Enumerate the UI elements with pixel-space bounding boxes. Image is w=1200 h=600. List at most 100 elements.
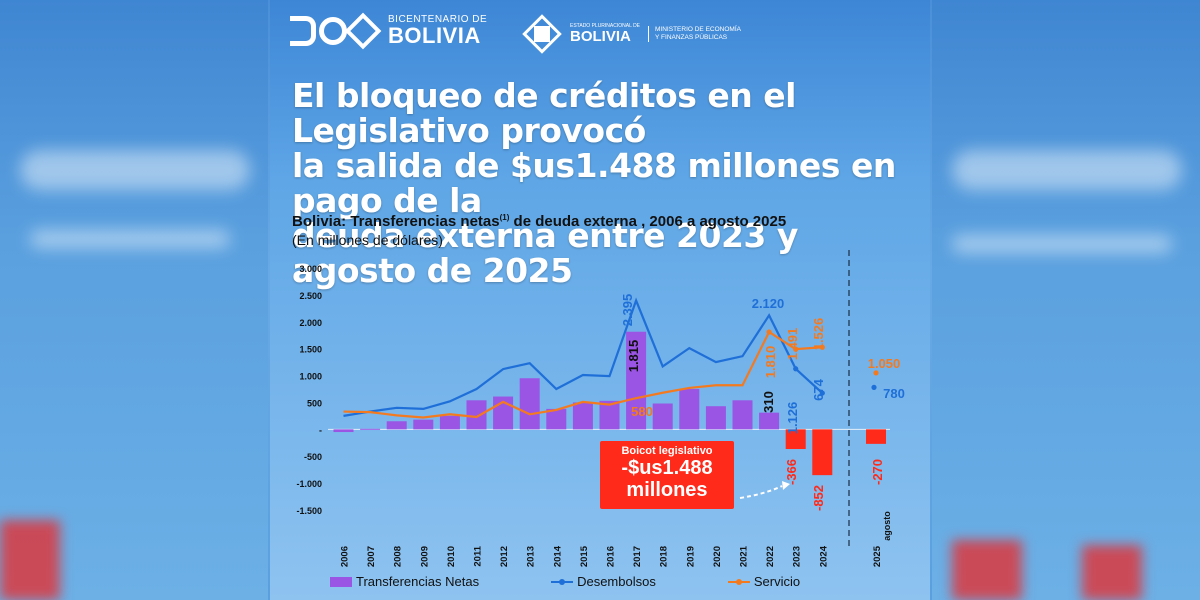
series-line-desembolsos: [343, 297, 824, 417]
bicentenario-logo: BICENTENARIO DE BOLIVIA: [290, 12, 487, 50]
x-tick-label: 2016: [606, 546, 617, 567]
x-tick-label: 2010: [446, 546, 457, 567]
ministerio-line1: MINISTERIO DE ECONOMÍA: [655, 26, 741, 34]
bar-transferencias-netas: [812, 429, 833, 476]
x-tick-label: 2022: [765, 546, 776, 567]
bar-transferencias-netas: [759, 412, 780, 430]
header-logos: BICENTENARIO DE BOLIVIA ESTADO PLURINACI…: [290, 12, 910, 56]
chart-title-footnote: (1): [499, 213, 510, 222]
bar-transferencias-netas: [705, 406, 726, 430]
series-point-desembolsos: [871, 384, 877, 390]
x-tick-label: 2006: [340, 546, 351, 567]
data-label: -366: [784, 459, 799, 485]
boicot-callout: Boicot legislativo -$us1.488 millones: [600, 441, 734, 509]
ministerio-line2: Y FINANZAS PÚBLICAS: [655, 34, 728, 41]
chart-title-main: Bolivia: Transferencias netas: [292, 213, 500, 230]
callout-arrow-head: [782, 481, 790, 490]
legend-label: Desembolsos: [577, 574, 656, 589]
x-tick-label: 2008: [393, 546, 404, 567]
bar-transferencias-netas: [333, 429, 354, 433]
right-blurred-background: [932, 0, 1200, 600]
bicentenario-big-text: BOLIVIA: [388, 23, 481, 48]
bar-transferencias-netas: [360, 428, 381, 430]
data-label: -852: [811, 485, 826, 511]
estado-label: ESTADO PLURINACIONAL DE: [570, 22, 641, 29]
bar-transferencias-netas: [866, 429, 886, 444]
x-tick-label: 2015: [579, 545, 590, 567]
data-label: 1.491: [785, 328, 800, 361]
bar-transferencias-netas: [679, 389, 700, 430]
y-tick-label: 1.000: [299, 372, 322, 382]
data-label: 674: [811, 378, 826, 400]
legend-label: Servicio: [753, 574, 801, 589]
data-label: 1.526: [811, 318, 826, 351]
x-tick-label: 2020: [712, 546, 723, 567]
bar-transferencias-netas: [626, 331, 647, 430]
x-tick-label: 2011: [473, 545, 484, 566]
y-tick-label: -1.000: [296, 479, 322, 489]
y-tick-label: 2.000: [299, 318, 322, 328]
left-blurred-background: [0, 0, 268, 600]
data-label: 1.810: [763, 346, 778, 379]
x-tick-label: 2017: [632, 546, 643, 567]
legend-item-transferencias: Transferencias Netas: [330, 574, 479, 589]
series-point-servicio: [873, 370, 879, 376]
data-label: 780: [883, 386, 905, 401]
y-tick-label: 3.000: [299, 264, 322, 274]
bar-transferencias-netas: [785, 429, 806, 450]
headline-line1: El bloqueo de créditos en el Legislativo…: [292, 76, 796, 150]
x-tick-label: 2024: [818, 545, 829, 567]
y-tick-label: -: [319, 425, 322, 435]
bar-transferencias-netas: [413, 419, 434, 430]
x-tick-label: 2012: [499, 546, 510, 567]
x-tick-label: 2023: [792, 546, 803, 567]
debt-transfer-chart: 3.000 2.500 2.000 1.500 1.000 500 - -500 -1.000 -…: [296, 250, 905, 567]
x-tick-label: 2009: [419, 546, 430, 567]
callout-line1: Boicot legislativo: [621, 445, 713, 457]
blur-band: [20, 150, 250, 190]
infographic-poster: BICENTENARIO DE BOLIVIA ESTADO PLURINACI…: [270, 0, 930, 600]
blur-band: [952, 150, 1182, 190]
bicentenario-200-icon: [290, 12, 382, 50]
legend-swatch-bar: [330, 576, 352, 587]
data-label: -270: [870, 459, 885, 485]
x-tick-sublabel: agosto: [882, 511, 892, 541]
legend-label: Transferencias Netas: [356, 574, 480, 589]
x-tick-label: 2007: [366, 546, 377, 567]
data-label: 1.050: [868, 356, 901, 371]
series-point-servicio: [766, 329, 772, 335]
headline-line2: la salida de $us1.488 millones en pago d…: [292, 146, 896, 220]
y-tick-label: 1.500: [299, 345, 322, 355]
y-tick-label: 2.500: [299, 291, 322, 301]
bar-transferencias-netas: [572, 402, 593, 430]
blur-red-block: [1082, 545, 1142, 600]
series-point-servicio: [793, 346, 799, 352]
bar-transferencias-netas: [652, 403, 673, 430]
bar-transferencias-netas: [519, 378, 540, 430]
bar-transferencias-netas: [546, 408, 567, 430]
callout-arrow: [739, 485, 783, 499]
chart-title-rest: de deuda externa , 2006 a agosto 2025: [509, 213, 787, 230]
series-line-servicio: [343, 330, 823, 419]
x-tick-label: 2025: [872, 545, 883, 567]
legend-item-desembolsos: Desembolsos: [551, 574, 656, 589]
y-tick-label: 500: [307, 398, 322, 408]
chart-title: Bolivia: Transferencias netas(1) de deud…: [292, 213, 786, 230]
data-label: 2.120: [752, 296, 785, 311]
blur-red-block: [952, 540, 1022, 600]
data-label: 580: [631, 404, 653, 419]
x-tick-label: 2014: [552, 545, 563, 567]
bar-transferencias-netas: [466, 400, 487, 430]
bolivia-label: BOLIVIA: [570, 27, 631, 45]
callout-line2: -$us1.488: [621, 457, 713, 479]
headline-line3: deuda externa entre 2023 y agosto de 202…: [292, 216, 798, 290]
y-tick-label: -1.500: [296, 506, 322, 516]
series-point-servicio: [819, 344, 825, 350]
bar-transferencias-netas: [439, 415, 460, 430]
y-tick-label: -500: [304, 452, 322, 462]
state-seal-icon: [520, 12, 564, 56]
legend-swatch-line: [727, 577, 750, 587]
callout-line3: millones: [626, 479, 708, 501]
data-label: 310: [761, 391, 776, 413]
chart-subtitle: (En millones de dólares): [292, 232, 443, 248]
